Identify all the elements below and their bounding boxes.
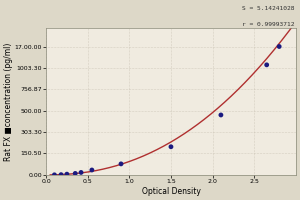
Text: S = 5.14241028: S = 5.14241028 [242, 6, 294, 11]
X-axis label: Optical Density: Optical Density [142, 187, 200, 196]
Point [79, 171, 83, 174]
Point [59, 173, 64, 176]
Point [73, 172, 78, 175]
Point [277, 45, 282, 48]
Point [64, 173, 69, 176]
Point [218, 113, 223, 117]
Y-axis label: Rat FX ■concentration (pg/ml): Rat FX ■concentration (pg/ml) [4, 42, 13, 161]
Point [52, 173, 57, 176]
Point [264, 63, 269, 66]
Point [169, 145, 173, 148]
Point [118, 162, 123, 165]
Text: r = 0.99993712: r = 0.99993712 [242, 22, 294, 27]
Point [89, 168, 94, 172]
